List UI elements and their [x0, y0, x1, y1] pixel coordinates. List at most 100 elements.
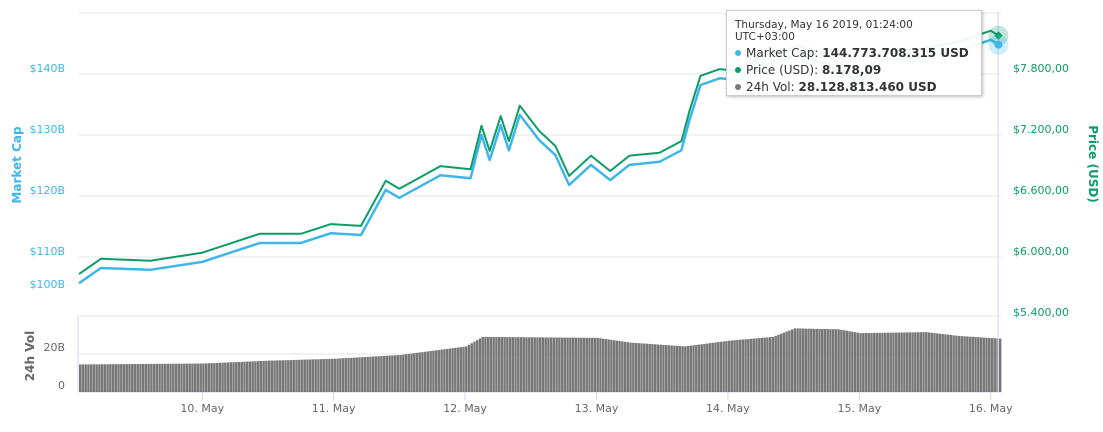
volume-bar [270, 360, 274, 392]
volume-dot-icon [735, 83, 741, 90]
volume-bar [621, 341, 624, 392]
volume-axis-label: 24h Vol [23, 331, 37, 381]
volume-bar [213, 363, 216, 392]
volume-bar [673, 345, 676, 392]
volume-bar [588, 337, 591, 392]
volume-bar [558, 337, 561, 392]
volume-bar [604, 339, 608, 392]
volume-bar [492, 336, 495, 392]
volume-bar [651, 344, 654, 392]
volume-bar [779, 333, 783, 392]
volume-bar [741, 339, 745, 392]
volume-bar [500, 337, 504, 392]
volume-bar [199, 363, 202, 392]
volume-bar [259, 361, 263, 392]
volume-bar [292, 359, 295, 392]
volume-bar [878, 332, 881, 392]
volume-bar [407, 353, 410, 392]
volume-bar [328, 358, 331, 392]
volume-bar [506, 337, 509, 392]
volume-axis-tick: 20B [43, 341, 65, 354]
volume-bar [295, 359, 298, 392]
volume-bar [224, 362, 227, 392]
volume-bar [476, 340, 479, 392]
volume-bar [706, 343, 709, 392]
volume-bar [823, 329, 827, 392]
volume-bar [643, 343, 646, 392]
volume-bar [314, 359, 317, 392]
market-cap-dot-icon [735, 49, 741, 56]
volume-bar [977, 337, 980, 392]
volume-bar [347, 357, 350, 392]
volume-bar [196, 363, 200, 392]
volume-bar [708, 343, 712, 392]
x-axis-tick: 10. May [180, 402, 224, 415]
volume-bar [785, 331, 788, 392]
volume-bar [549, 337, 553, 392]
volume-bar [358, 357, 361, 392]
volume-bar [448, 348, 452, 392]
volume-bar [914, 332, 917, 392]
volume-bar [226, 362, 230, 392]
tooltip-label: Price (USD): [746, 63, 822, 77]
volume-bar [319, 359, 323, 392]
volume-bar [92, 364, 96, 392]
volume-bar [361, 357, 364, 392]
volume-bar [804, 328, 807, 392]
volume-bar [881, 332, 884, 392]
volume-bar [996, 338, 999, 392]
volume-bar [232, 362, 235, 392]
volume-bar [626, 342, 630, 392]
volume-bar [684, 346, 687, 392]
volume-bar [632, 342, 635, 392]
volume-bar [845, 330, 849, 392]
volume-bar [670, 345, 673, 392]
volume-bar [544, 337, 547, 392]
volume-bar [276, 360, 279, 392]
volume-bar [385, 355, 389, 392]
volume-bar [235, 362, 238, 392]
volume-bar [719, 341, 723, 392]
volume-bar [404, 354, 408, 392]
volume-bar [388, 355, 391, 392]
hover-markers [988, 25, 1009, 55]
volume-bar [905, 332, 909, 392]
volume-bar [856, 332, 860, 392]
volume-bar [771, 336, 775, 392]
volume-bar [875, 332, 879, 392]
volume-bar [925, 332, 928, 392]
volume-bars [79, 328, 1002, 392]
volume-bar [185, 363, 189, 392]
left-axis-tick: $110B [29, 245, 65, 258]
volume-bar [177, 363, 180, 392]
volume-bar [459, 347, 462, 392]
volume-bar [747, 339, 750, 392]
volume-bar [722, 341, 725, 392]
tooltip-value: 28.128.813.460 USD [798, 80, 937, 94]
volume-bar [744, 339, 747, 392]
volume-bar [256, 361, 260, 392]
volume-bar [574, 337, 577, 392]
volume-bar [960, 336, 964, 392]
volume-bar [834, 329, 838, 392]
volume-bar [648, 343, 651, 392]
volume-bar [79, 364, 82, 392]
volume-bar [188, 363, 191, 392]
volume-bar [801, 328, 805, 392]
volume-bar [610, 339, 613, 392]
volume-bar [725, 341, 728, 392]
volume-axis-tick: 0 [58, 379, 65, 392]
volume-bar [993, 338, 996, 392]
volume-bar [952, 335, 955, 392]
volume-bar [180, 363, 183, 392]
volume-bar [303, 359, 306, 392]
volume-bar [333, 358, 337, 392]
right-axis-tick: $6.000,00 [1013, 245, 1069, 258]
volume-bar [796, 328, 799, 392]
volume-bar [440, 349, 443, 392]
volume-bar [733, 340, 736, 392]
volume-bar [287, 360, 290, 392]
volume-bar [864, 333, 868, 392]
volume-bar [774, 335, 777, 392]
tooltip: Thursday, May 16 2019, 01:24:00 UTC+03:0… [726, 10, 982, 96]
